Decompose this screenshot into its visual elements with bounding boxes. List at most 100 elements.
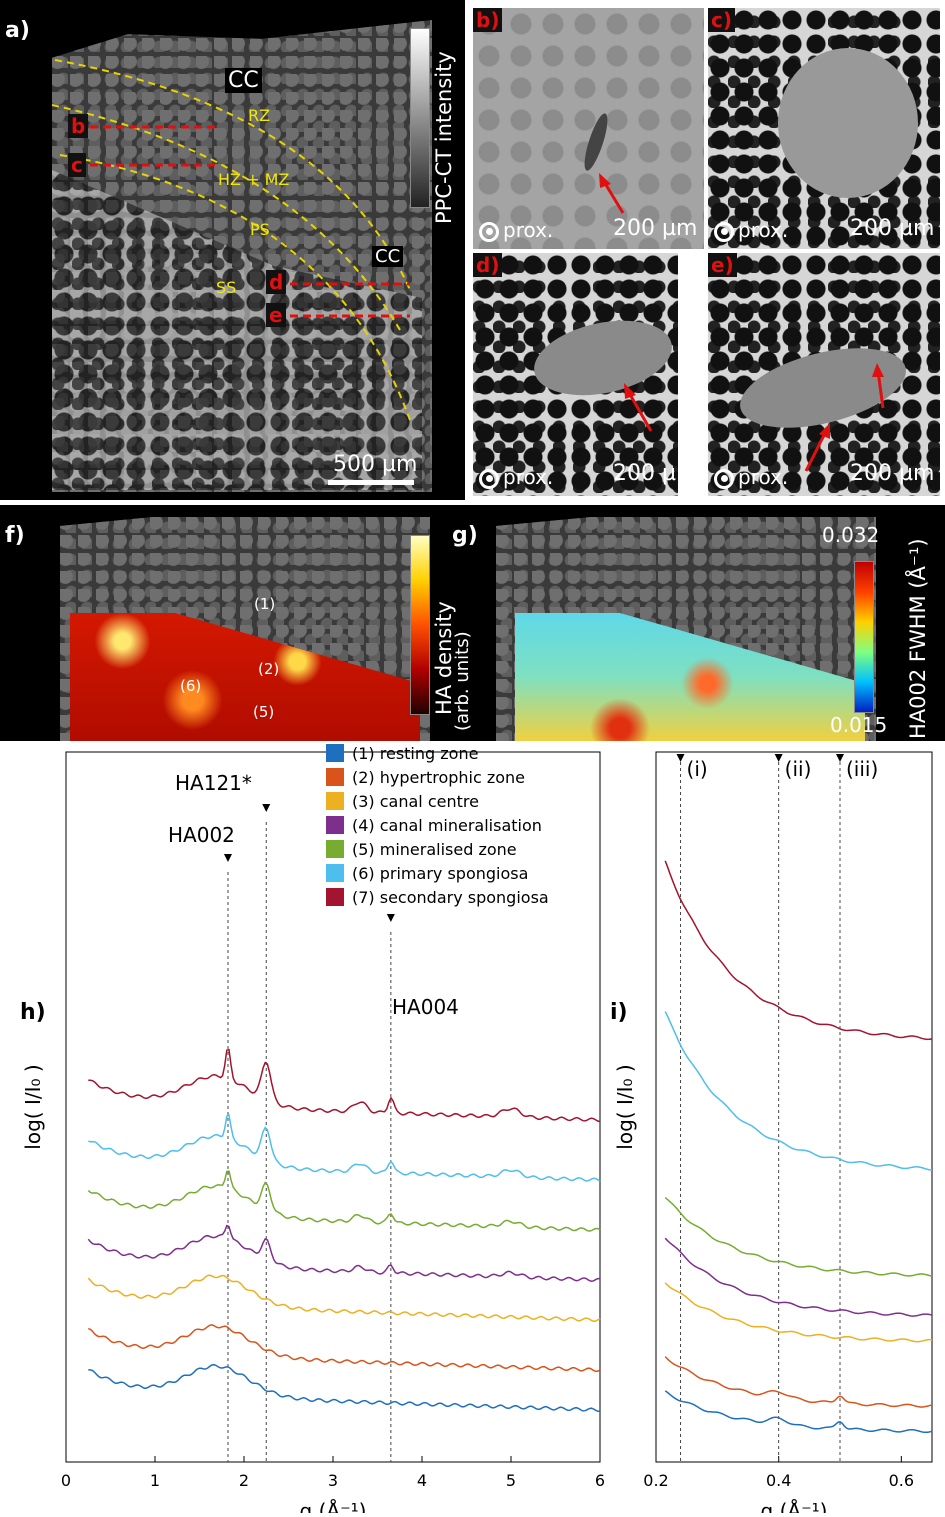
prox-icon <box>714 221 734 242</box>
panel-a-overlay <box>51 59 411 421</box>
panel-f-colorbar-main <box>410 535 430 715</box>
panel-b-prox-text: prox. <box>503 218 554 242</box>
panel-a-scalebar-text: 500 µm <box>333 452 418 477</box>
chart-h-peak-marker <box>386 914 395 922</box>
panel-g-cb-max: 0.032 <box>822 523 880 547</box>
chart-h-annotation: HA121* <box>175 771 252 795</box>
panel-c: c) 200 µm prox. <box>708 8 940 249</box>
panel-d: d) 200 µm prox. <box>473 253 704 496</box>
chart-i-peak-marker <box>836 754 844 762</box>
legend-label-4: (4) canal mineralisation <box>352 816 542 835</box>
panel-a-label: a) <box>5 18 30 43</box>
legend-swatch-1 <box>326 744 344 762</box>
panel-e-arrows <box>804 363 885 472</box>
panel-c-prox: prox. <box>714 218 788 242</box>
panel-d-label: d) <box>473 253 503 277</box>
panel-f-label-main: f) <box>5 523 25 548</box>
chart-h-xtick-label: 0 <box>61 1471 71 1490</box>
chart-i-xtick-label: 0.2 <box>643 1471 668 1490</box>
prox-icon <box>714 468 734 489</box>
legend-label-5: (5) mineralised zone <box>352 840 517 859</box>
chart-i-series-1 <box>664 1390 933 1434</box>
panel-i-label: i) <box>610 1000 628 1025</box>
panel-g-cb-min: 0.015 <box>830 713 888 737</box>
zone-cc-top: CC <box>225 68 262 93</box>
legend-swatch-2 <box>326 768 344 786</box>
panel-c-canal <box>778 48 918 198</box>
panel-c-label: c) <box>708 8 735 32</box>
panel-d-scalebar-text: 200 µm <box>613 461 698 486</box>
panel-c-prox-text: prox. <box>738 218 789 242</box>
marker-e: e <box>266 303 286 327</box>
panel-f-overlay: (1) (2) (6) (5) HA density (arb. units) <box>0 505 473 741</box>
chart-h-frame <box>65 751 601 1463</box>
panel-f-zone: f) <box>0 505 468 741</box>
chart-i-xtick-label: 0.4 <box>766 1471 791 1490</box>
legend-swatch-3 <box>326 792 344 810</box>
chart-i-series-7 <box>664 860 933 1041</box>
panel-d-arrow <box>624 383 653 432</box>
panel-b-label: b) <box>473 8 503 32</box>
chart-h-xtick-label: 5 <box>506 1471 516 1490</box>
legend-label-6: (6) primary spongiosa <box>352 864 528 883</box>
chart-i-annotation: (i) <box>687 757 708 781</box>
panel-fg-wrapper: f) g) 0.032 0.015 HA002 FWHM (Å⁻¹) <box>0 505 945 741</box>
panel-f-lower-content <box>0 505 468 741</box>
panel-h: 0 1 2 3 4 5 6 q (Å⁻¹) log( I/I₀ ) HA002 HA121* HA00… <box>0 742 640 1517</box>
panel-b: b) 200 µm prox. <box>473 8 704 249</box>
chart-h: 0 1 2 3 4 5 6 q (Å⁻¹) log( I/I₀ ) HA002 HA121* HA00… <box>21 744 605 1517</box>
panel-e-prox: prox. <box>714 465 788 489</box>
panel-d-prox-text: prox. <box>503 465 554 489</box>
panel-e: e) 200 µm prox. <box>708 253 940 496</box>
legend-swatch-6 <box>326 864 344 882</box>
chart-i-annotation: (iii) <box>846 757 878 781</box>
chart-h-series-4 <box>87 1224 600 1282</box>
legend-swatch-7 <box>326 888 344 906</box>
legend-label-2: (2) hypertrophic zone <box>352 768 525 787</box>
chart-i-series-4 <box>664 1237 933 1317</box>
chart-h-peak-marker <box>262 804 271 812</box>
chart-i-series-3 <box>664 1282 933 1343</box>
chart-h-series-5 <box>87 1170 601 1232</box>
region-5-label: (5) <box>253 703 275 721</box>
zone-cc-mid: CC <box>372 246 404 267</box>
chart-h-series-1 <box>88 1363 600 1413</box>
chart-h-xtick-label: 4 <box>417 1471 427 1490</box>
panel-g-colorbar <box>854 561 874 713</box>
panel-b-prox: prox. <box>479 218 553 242</box>
panel-e-prox-text: prox. <box>738 465 789 489</box>
chart-h-xtick-label: 1 <box>150 1471 160 1490</box>
panel-e-scalebar-text: 200 µm <box>850 461 935 486</box>
panel-b-scalebar-text: 200 µm <box>613 216 698 241</box>
legend-swatch-4 <box>326 816 344 834</box>
legend-label-7: (7) secondary spongiosa <box>352 888 549 907</box>
panel-i: 0.2 0.4 0.6 q (Å⁻¹) log( I/I₀ ) (i) (ii) (iii) … <box>600 742 945 1517</box>
chart-i-xtick-label: 0.6 <box>889 1471 914 1490</box>
panel-a-colorbar-title: PPC-CT intensity <box>432 51 456 224</box>
panel-g-zone: g) 0.032 0.015 HA002 FWHM (Å⁻¹) <box>452 505 945 741</box>
chart-i-peak-marker <box>676 754 685 762</box>
chart-i-series-6 <box>664 1011 933 1171</box>
prox-icon <box>479 221 499 242</box>
zone-ss: SS <box>216 278 237 297</box>
chart-h-series-3 <box>87 1274 601 1323</box>
region-1-label: (1) <box>254 595 276 613</box>
chart-i: 0.2 0.4 0.6 q (Å⁻¹) log( I/I₀ ) (i) (ii) (iii) <box>613 751 933 1517</box>
chart-h-series-2 <box>88 1324 601 1373</box>
region-2-label: (2) <box>258 660 280 678</box>
panel-g-label: g) <box>452 523 478 548</box>
zone-rz: RZ <box>248 106 271 125</box>
chart-h-ylabel: log( I/I₀ ) <box>21 1064 45 1149</box>
panel-d-edge <box>678 253 704 496</box>
panel-a-scalebar <box>328 480 414 485</box>
panel-h-label: h) <box>20 1000 46 1025</box>
chart-h-annotation: HA002 <box>168 823 235 847</box>
chart-i-series-2 <box>664 1356 933 1408</box>
chart-h-xlabel: q (Å⁻¹) <box>300 1499 367 1513</box>
panel-b-arrow <box>599 173 625 214</box>
legend-label-3: (3) canal centre <box>352 792 479 811</box>
legend-label-1: (1) resting zone <box>352 744 478 763</box>
prox-icon <box>479 468 499 489</box>
chart-h-series-7 <box>88 1048 601 1123</box>
chart-h-annotation: HA004 <box>392 995 459 1019</box>
